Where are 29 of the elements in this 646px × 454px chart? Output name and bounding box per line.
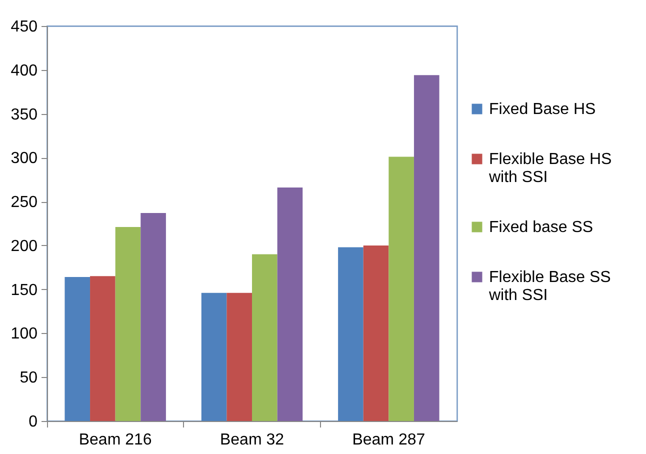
y-tick-label: 50 xyxy=(20,370,38,387)
bar xyxy=(277,188,303,421)
bar xyxy=(140,212,166,421)
bar xyxy=(252,254,278,421)
bar xyxy=(363,245,389,421)
x-tick-label: Beam 32 xyxy=(220,432,284,448)
y-tick-label: 0 xyxy=(28,414,38,430)
bar xyxy=(201,292,227,421)
bar xyxy=(90,276,116,421)
bar xyxy=(64,277,90,421)
y-tick-label: 150 xyxy=(10,282,38,299)
bar xyxy=(414,75,440,421)
x-tick-label: Beam 216 xyxy=(78,432,152,448)
bar xyxy=(115,227,141,421)
bar xyxy=(338,247,364,421)
legend-label: Fixed base SS xyxy=(489,219,594,236)
legend-label: Flexible Base SS with SSI xyxy=(488,269,611,304)
y-tick-label: 450 xyxy=(10,18,38,36)
y-tick-label: 300 xyxy=(10,150,38,168)
x-tick-label: Beam 287 xyxy=(352,432,426,448)
legend-label: Fixed Base HS xyxy=(489,101,596,118)
y-tick-label: 100 xyxy=(10,326,38,343)
bar xyxy=(388,156,414,421)
y-tick-label: 200 xyxy=(10,238,38,255)
y-tick-label: 400 xyxy=(10,62,38,80)
bar xyxy=(226,292,252,421)
y-tick-label: 350 xyxy=(10,106,38,124)
legend-label: Flexible Base HS with SSI xyxy=(488,151,612,186)
y-tick-label: 250 xyxy=(10,194,38,212)
